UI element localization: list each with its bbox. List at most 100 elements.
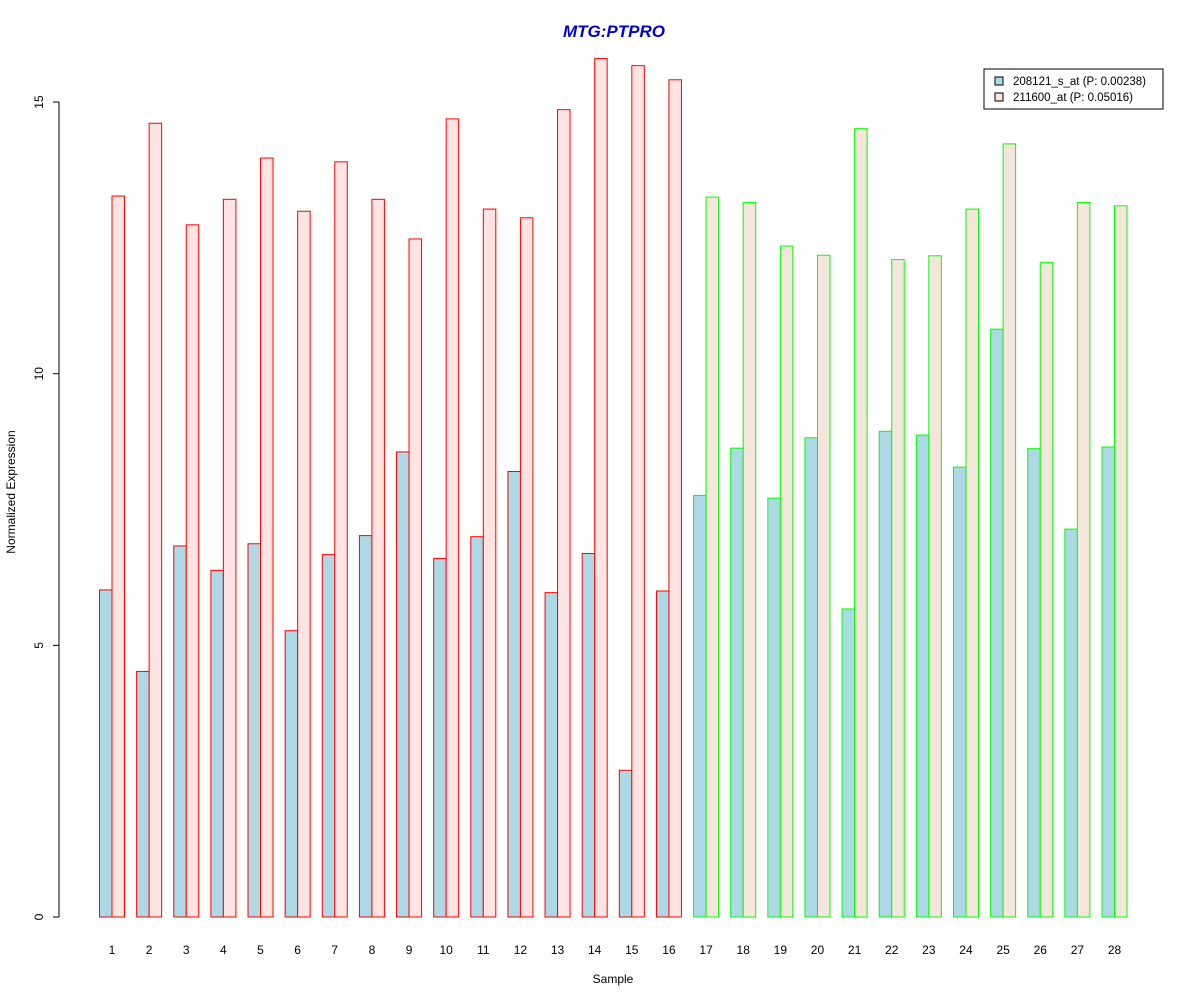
bar-series2-sample-14 [594,58,608,918]
legend: 208121_s_at (P: 0.00238) 211600_at (P: 0… [983,68,1164,110]
y-tick-label: 10 [32,367,46,381]
bar-series1-sample-6 [284,630,299,918]
y-axis-label: Normalized Expression [4,430,18,553]
bar-series2-sample-26 [1039,261,1054,918]
x-tick-label-10: 10 [439,943,453,957]
bar-series2-sample-19 [779,245,794,918]
x-tick-label-3: 3 [183,943,190,957]
x-tick-label-18: 18 [737,943,751,957]
x-tick-label-14: 14 [588,943,602,957]
bar-series2-sample-15 [631,65,645,918]
bar-series1-sample-7 [321,554,336,918]
bar-series2-sample-21 [854,128,868,918]
bar-series2-sample-10 [445,118,460,918]
y-tick-label: 15 [32,95,46,109]
x-tick-label-12: 12 [514,943,528,957]
x-tick-labels: 1 2 3 4 5 6 7 8 9 10 11 12 13 14 15 16 17 18 19 20 21 22 23 24 2… [109,943,1122,957]
bar-series2-sample-13 [557,109,571,918]
x-tick-label-25: 25 [996,943,1010,957]
x-tick-label-1: 1 [109,943,116,957]
bar-series2-sample-25 [1002,143,1017,918]
x-tick-label-16: 16 [662,943,676,957]
bar-series1-sample-26 [1027,448,1041,918]
bar-series1-sample-11 [470,536,484,918]
bar-series2-sample-24 [965,208,979,918]
x-tick-label-9: 9 [406,943,413,957]
bar-series2-sample-28 [1114,205,1128,918]
bar-series1-sample-5 [247,543,262,918]
bar-series2-sample-9 [408,238,423,918]
bar-series2-sample-23 [928,255,942,918]
legend-label-series-2: 211600_at (P: 0.05016) [1013,92,1133,104]
x-tick-label-20: 20 [811,943,825,957]
chart-title: MTG:PTPRO [563,22,665,41]
bar-series1-sample-13 [544,592,559,918]
legend-box [983,68,1164,110]
bar-series2-sample-4 [222,198,237,918]
x-tick-label-6: 6 [294,943,301,957]
bar-series1-sample-19 [767,497,781,918]
legend-label-series-1: 208121_s_at (P: 0.00238) [1013,76,1146,88]
y-tick-label: 5 [32,642,46,649]
bar-series1-sample-25 [990,328,1004,918]
bar-series1-sample-8 [358,535,373,918]
bar-series1-sample-15 [618,769,633,918]
x-tick-label-28: 28 [1108,943,1122,957]
bar-series1-sample-27 [1064,528,1078,918]
bar-series1-sample-3 [173,545,187,918]
x-tick-label-7: 7 [331,943,338,957]
bar-series1-sample-14 [581,553,596,918]
bars-group [99,58,1128,918]
bar-series2-sample-27 [1076,202,1091,918]
bar-series1-sample-2 [136,670,150,918]
x-tick-label-15: 15 [625,943,639,957]
bar-series2-sample-17 [705,196,720,918]
bar-series1-sample-20 [804,437,818,918]
bar-series2-sample-22 [891,259,905,918]
bar-series2-sample-7 [334,161,348,918]
bar-series1-sample-21 [841,608,856,918]
bar-series1-sample-1 [99,589,113,918]
x-tick-label-24: 24 [959,943,973,957]
x-tick-label-11: 11 [477,943,490,957]
y-tick-label: 0 [32,913,46,920]
bar-series2-sample-6 [297,210,311,918]
bar-series2-sample-20 [816,254,831,918]
bar-series2-sample-8 [371,198,385,918]
bar-series1-sample-4 [210,569,224,918]
bar-series2-sample-11 [482,208,497,918]
x-tick-label-26: 26 [1034,943,1048,957]
x-tick-label-19: 19 [774,943,788,957]
bar-series2-sample-18 [742,202,757,918]
bar-series1-sample-24 [952,466,967,918]
bar-series2-sample-2 [148,122,163,918]
x-tick-label-2: 2 [146,943,153,957]
x-tick-label-21: 21 [848,943,862,957]
x-tick-label-13: 13 [551,943,565,957]
x-axis-label: Sample [593,972,634,986]
x-tick-label-8: 8 [369,943,376,957]
x-tick-label-5: 5 [257,943,264,957]
bar-series1-sample-18 [730,447,744,918]
legend-swatch-series-1 [994,76,1004,86]
bar-series1-sample-28 [1101,446,1116,918]
bar-series1-sample-23 [915,434,930,918]
bar-series1-sample-22 [878,430,893,918]
bar-series2-sample-3 [185,224,200,918]
bar-series2-sample-1 [111,195,125,918]
x-tick-label-27: 27 [1071,943,1085,957]
y-axis: 0 5 10 15 [32,95,60,920]
x-tick-label-22: 22 [885,943,899,957]
x-tick-label-23: 23 [922,943,936,957]
bar-series1-sample-10 [433,557,447,918]
bar-series2-sample-16 [668,79,682,918]
bar-series2-sample-12 [519,217,534,918]
x-tick-label-17: 17 [699,943,713,957]
x-tick-label-4: 4 [220,943,227,957]
legend-swatch-series-2 [994,92,1004,102]
bar-series1-sample-9 [396,451,410,918]
bar-series2-sample-5 [260,157,274,918]
bar-series1-sample-17 [693,494,707,918]
